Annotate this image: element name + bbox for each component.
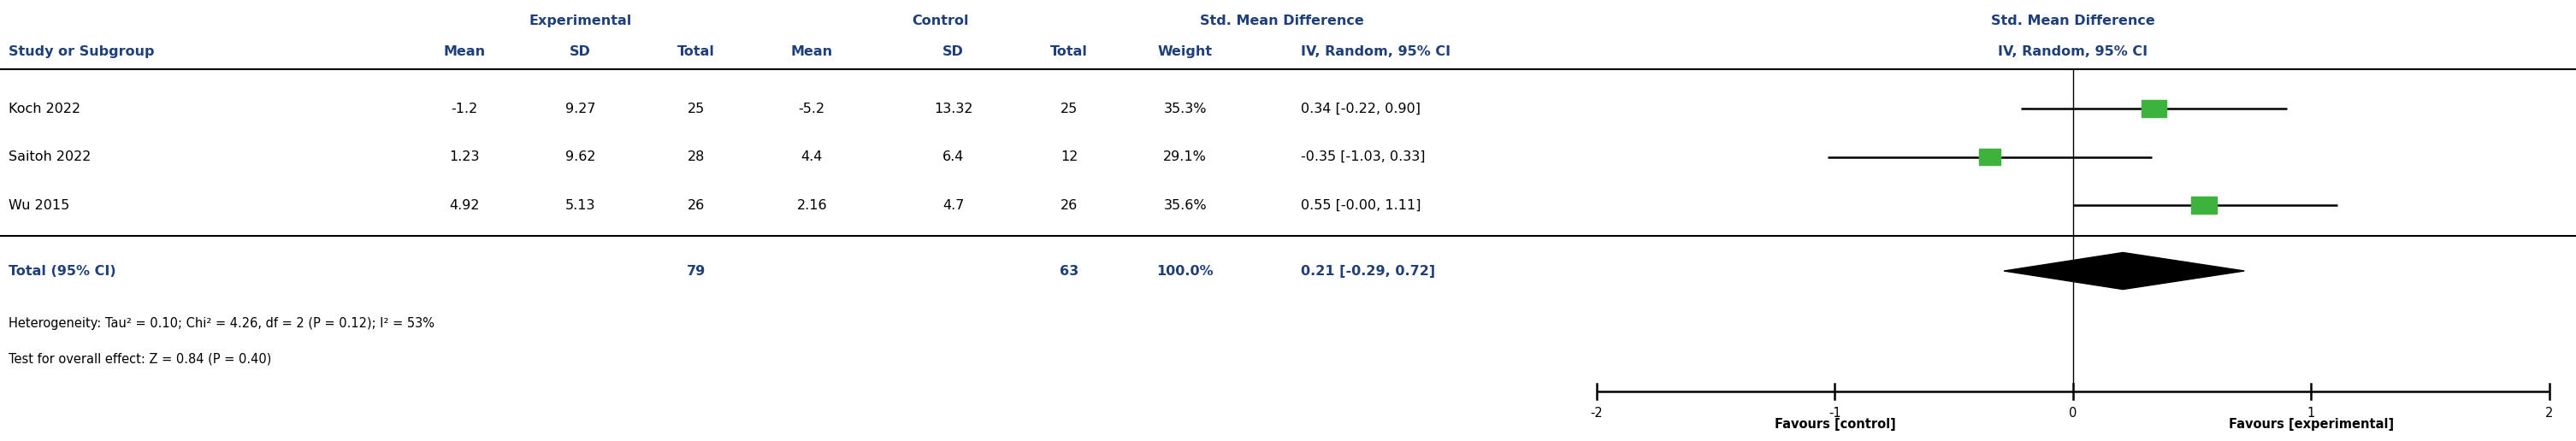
Text: 0.55 [-0.00, 1.11]: 0.55 [-0.00, 1.11] xyxy=(1301,199,1422,212)
Text: -1: -1 xyxy=(1829,407,1842,420)
Text: -2: -2 xyxy=(1589,407,1602,420)
FancyBboxPatch shape xyxy=(1978,149,1999,165)
Text: Koch 2022: Koch 2022 xyxy=(8,102,80,115)
Text: 9.27: 9.27 xyxy=(564,102,595,115)
Text: Wu 2015: Wu 2015 xyxy=(8,199,70,212)
Text: 13.32: 13.32 xyxy=(935,102,974,115)
FancyBboxPatch shape xyxy=(2192,197,2218,213)
Text: 28: 28 xyxy=(688,150,706,163)
Text: -5.2: -5.2 xyxy=(799,102,824,115)
Text: Mean: Mean xyxy=(443,45,484,58)
Text: 26: 26 xyxy=(688,199,706,212)
Text: Std. Mean Difference: Std. Mean Difference xyxy=(1991,15,2156,27)
Text: Control: Control xyxy=(912,15,969,27)
Text: 26: 26 xyxy=(1061,199,1077,212)
Text: Total: Total xyxy=(677,45,714,58)
Text: Study or Subgroup: Study or Subgroup xyxy=(8,45,155,58)
Text: Heterogeneity: Tau² = 0.10; Chi² = 4.26, df = 2 (P = 0.12); I² = 53%: Heterogeneity: Tau² = 0.10; Chi² = 4.26,… xyxy=(8,317,435,330)
Text: 79: 79 xyxy=(688,265,706,277)
Text: 25: 25 xyxy=(688,102,706,115)
Text: Total: Total xyxy=(1051,45,1087,58)
Text: 25: 25 xyxy=(1061,102,1077,115)
Text: 35.3%: 35.3% xyxy=(1164,102,1206,115)
Text: IV, Random, 95% CI: IV, Random, 95% CI xyxy=(1301,45,1450,58)
Polygon shape xyxy=(2004,253,2244,289)
Text: 35.6%: 35.6% xyxy=(1164,199,1206,212)
Text: 9.62: 9.62 xyxy=(564,150,595,163)
Text: -0.35 [-1.03, 0.33]: -0.35 [-1.03, 0.33] xyxy=(1301,150,1425,163)
Text: 1.23: 1.23 xyxy=(448,150,479,163)
Text: SD: SD xyxy=(569,45,590,58)
Text: 63: 63 xyxy=(1059,265,1079,277)
Text: -1.2: -1.2 xyxy=(451,102,477,115)
Text: 1: 1 xyxy=(2308,407,2316,420)
Text: Std. Mean Difference: Std. Mean Difference xyxy=(1200,15,1363,27)
Text: SD: SD xyxy=(943,45,963,58)
Text: 6.4: 6.4 xyxy=(943,150,963,163)
Text: 0.34 [-0.22, 0.90]: 0.34 [-0.22, 0.90] xyxy=(1301,102,1419,115)
Text: 4.92: 4.92 xyxy=(448,199,479,212)
Text: 4.4: 4.4 xyxy=(801,150,822,163)
FancyBboxPatch shape xyxy=(2141,100,2166,117)
Text: 0.21 [-0.29, 0.72]: 0.21 [-0.29, 0.72] xyxy=(1301,265,1435,277)
Text: Experimental: Experimental xyxy=(528,15,631,27)
Text: 100.0%: 100.0% xyxy=(1157,265,1213,277)
Text: 4.7: 4.7 xyxy=(943,199,963,212)
Text: 5.13: 5.13 xyxy=(564,199,595,212)
Text: Favours [control]: Favours [control] xyxy=(1775,418,1896,431)
Text: Saitoh 2022: Saitoh 2022 xyxy=(8,150,90,163)
Text: Favours [experimental]: Favours [experimental] xyxy=(2228,418,2393,431)
Text: 0: 0 xyxy=(2069,407,2076,420)
Text: 2: 2 xyxy=(2545,407,2553,420)
Text: 12: 12 xyxy=(1061,150,1077,163)
Text: 2.16: 2.16 xyxy=(796,199,827,212)
Text: Weight: Weight xyxy=(1157,45,1213,58)
Text: Total (95% CI): Total (95% CI) xyxy=(8,265,116,277)
Text: Mean: Mean xyxy=(791,45,832,58)
Text: Test for overall effect: Z = 0.84 (P = 0.40): Test for overall effect: Z = 0.84 (P = 0… xyxy=(8,352,273,365)
Text: IV, Random, 95% CI: IV, Random, 95% CI xyxy=(1999,45,2148,58)
Text: 29.1%: 29.1% xyxy=(1164,150,1206,163)
